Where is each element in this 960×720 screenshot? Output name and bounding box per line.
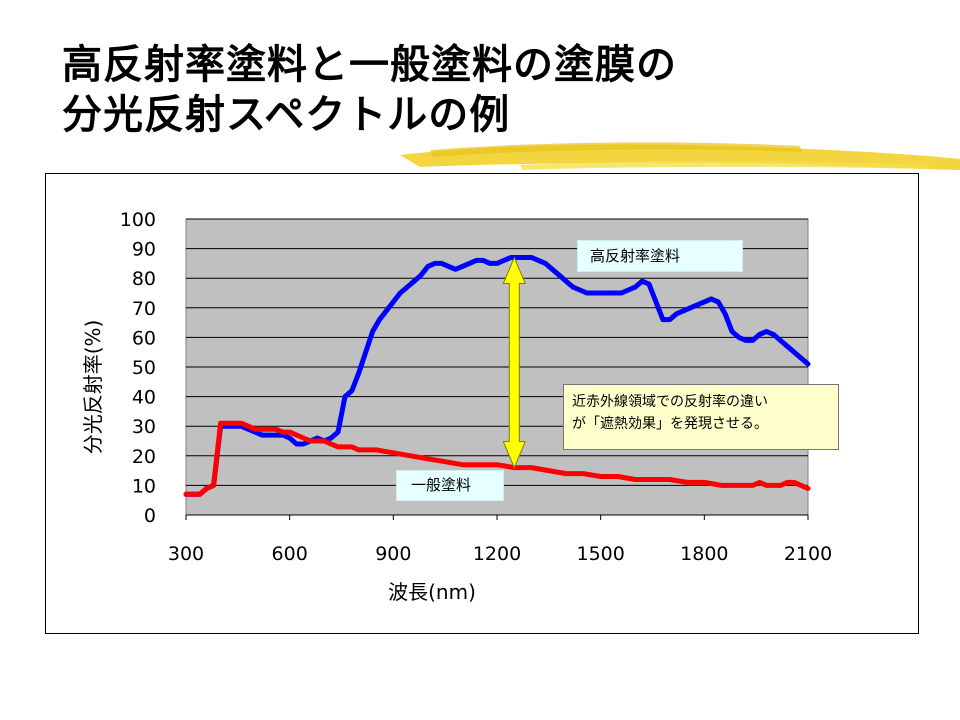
x-tick-label-600: 600 bbox=[272, 543, 308, 565]
series-label-high-reflectance: 高反射率塗料 bbox=[577, 240, 743, 272]
series-line-1 bbox=[183, 420, 811, 497]
annotation-callout: 近赤外線領域での反射率の違い が「遮熱効果」を発現させる。 bbox=[563, 384, 839, 450]
y-tick-label-60: 60 bbox=[132, 327, 156, 349]
x-axis-title: 波長(nm) bbox=[388, 580, 476, 604]
y-axis-title: 分光反射率(%) bbox=[81, 320, 105, 455]
x-tick-label-900: 900 bbox=[375, 543, 411, 565]
y-tick-label-30: 30 bbox=[132, 416, 156, 438]
series-label-general-paint: 一般塗料 bbox=[396, 470, 504, 501]
x-tick-label-1800: 1800 bbox=[680, 543, 728, 565]
slide-title-line-1: 高反射率塗料と一般塗料の塗膜の bbox=[62, 42, 677, 88]
slide-title: 高反射率塗料と一般塗料の塗膜の 分光反射スペクトルの例 bbox=[62, 40, 677, 140]
spectral-reflectance-chart: 0 10 20 30 40 50 60 70 80 90 100 300 600 900 1200 1500 1… bbox=[81, 209, 832, 604]
slide-title-line-2: 分光反射スペクトルの例 bbox=[62, 92, 511, 138]
y-tick-label-50: 50 bbox=[132, 357, 156, 379]
x-tick-label-1500: 1500 bbox=[576, 543, 624, 565]
y-tick-label-90: 90 bbox=[132, 239, 156, 261]
y-tick-label-80: 80 bbox=[132, 268, 156, 290]
annotation-line-1: 近赤外線領域での反射率の違い bbox=[572, 394, 768, 410]
x-tick-label-300: 300 bbox=[168, 543, 204, 565]
y-tick-label-0: 0 bbox=[144, 505, 156, 527]
y-tick-label-10: 10 bbox=[132, 475, 156, 497]
series-line-0 bbox=[183, 255, 811, 497]
y-tick-label-100: 100 bbox=[120, 209, 156, 231]
y-tick-label-70: 70 bbox=[132, 298, 156, 320]
x-tick-label-1200: 1200 bbox=[473, 543, 521, 565]
reflectance-difference-arrow bbox=[502, 256, 527, 469]
y-tick-label-20: 20 bbox=[132, 446, 156, 468]
y-tick-label-40: 40 bbox=[132, 387, 156, 409]
chart-frame: 0 10 20 30 40 50 60 70 80 90 100 300 600 900 1200 1500 1… bbox=[45, 173, 919, 634]
title-highlighter-stroke bbox=[400, 142, 960, 170]
annotation-line-2: が「遮熱効果」を発現させる。 bbox=[572, 416, 768, 432]
x-tick-label-2100: 2100 bbox=[784, 543, 832, 565]
